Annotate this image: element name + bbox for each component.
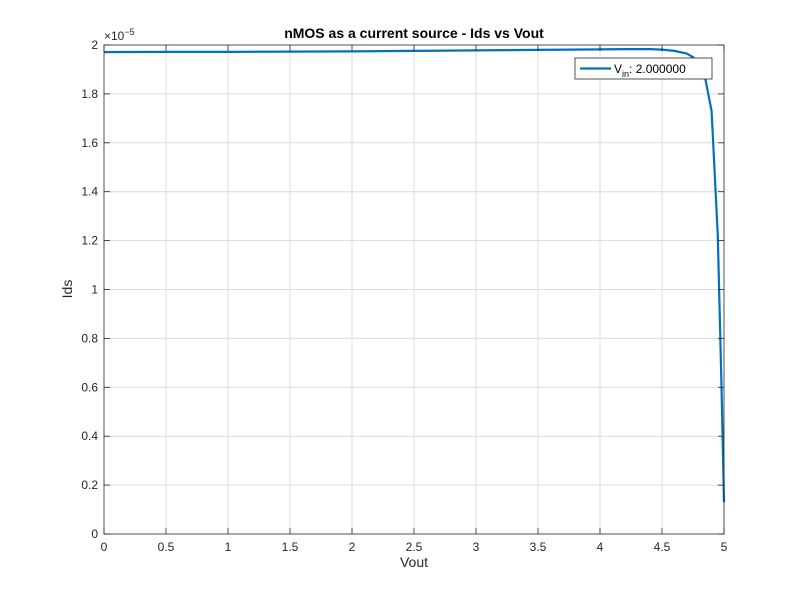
x-tick-label: 4.5 <box>654 540 671 554</box>
legend-entry: Vin: 2.000000 <box>614 62 686 79</box>
y-tick-label: 2 <box>91 38 98 52</box>
y-tick-label: 1.4 <box>81 185 98 199</box>
x-tick-label: 2 <box>349 540 356 554</box>
x-tick-label: 1 <box>225 540 232 554</box>
x-tick-label: 0 <box>101 540 108 554</box>
x-tick-label: 1.5 <box>282 540 299 554</box>
chart-title: nMOS as a current source - Ids vs Vout <box>284 25 544 41</box>
y-axis-exponent: ×10−5 <box>104 27 135 43</box>
y-axis-label: Ids <box>59 280 75 299</box>
y-tick-label: 1.2 <box>81 234 98 248</box>
legend-box <box>574 57 713 80</box>
tick-marks <box>103 44 725 535</box>
x-tick-label: 5 <box>721 540 728 554</box>
legend-var: V <box>614 62 622 76</box>
y-tick-labels: 0 0.2 0.4 0.6 0.8 1 1.2 1.4 1.6 1.8 2 <box>81 38 98 541</box>
x-tick-label: 3.5 <box>530 540 547 554</box>
series-group <box>103 48 726 503</box>
y-tick-label: 0.4 <box>81 429 98 443</box>
x-axis-label: Vout <box>400 554 428 570</box>
legend-subscript: in <box>622 69 629 79</box>
y-tick-label: 0.8 <box>81 331 98 345</box>
y-tick-label: 0 <box>91 527 98 541</box>
legend: Vin: 2.000000 <box>574 57 713 80</box>
x-tick-label: 0.5 <box>158 540 175 554</box>
y-tick-label: 0.6 <box>81 380 98 394</box>
y-tick-label: 1 <box>91 283 98 297</box>
y-tick-label: 0.2 <box>81 478 98 492</box>
x-tick-label: 4 <box>597 540 604 554</box>
x-tick-label: 2.5 <box>406 540 423 554</box>
y-exponent-base: ×10 <box>104 29 125 43</box>
x-tick-label: 3 <box>473 540 480 554</box>
legend-value: : 2.000000 <box>629 62 686 76</box>
y-exponent-power: −5 <box>124 27 134 37</box>
x-tick-labels: 0 0.5 1 1.5 2 2.5 3 3.5 4 4.5 5 <box>101 540 728 554</box>
y-tick-label: 1.6 <box>81 136 98 150</box>
grid-lines <box>104 45 724 534</box>
y-tick-label: 1.8 <box>81 87 98 101</box>
series-line <box>103 48 726 503</box>
